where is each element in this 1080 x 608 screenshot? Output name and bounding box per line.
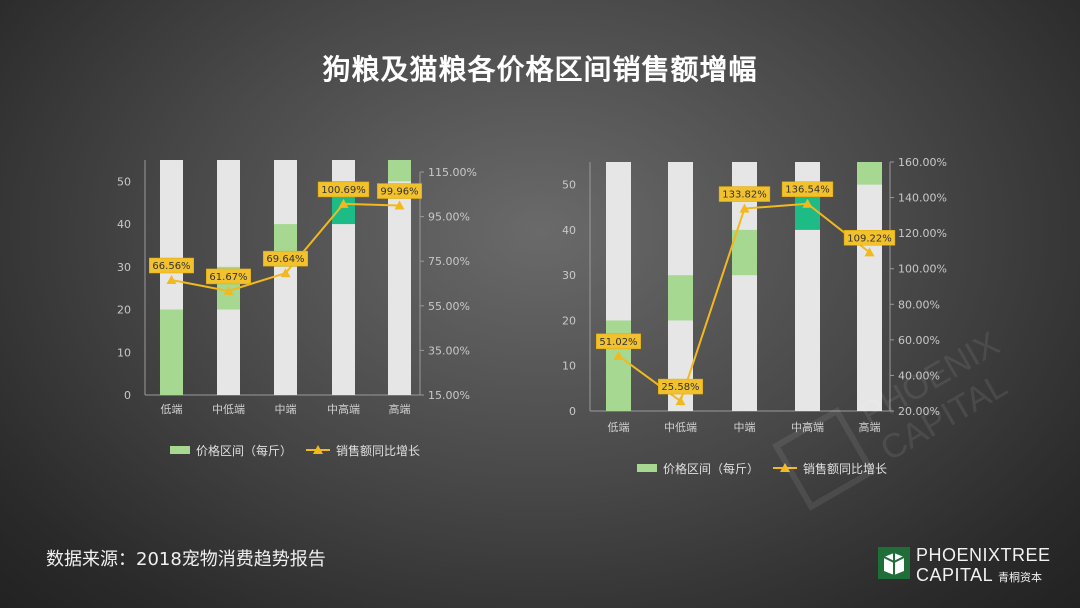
- price-range-bar: [668, 275, 693, 321]
- right-tick-label: 80.00%: [898, 298, 940, 311]
- legend-label-growth: 销售额同比增长: [803, 461, 887, 476]
- data-label-box: [718, 186, 771, 202]
- logo-text-cn: 青桐资本: [998, 571, 1042, 584]
- data-label-box: [377, 183, 422, 199]
- left-tick-label: 30: [562, 269, 576, 282]
- price-range-bar: [160, 309, 183, 395]
- price-range-bar: [388, 160, 411, 182]
- slide-title: 狗粮及猫粮各价格区间销售额增幅: [322, 53, 758, 86]
- category-label: 中高端: [791, 420, 824, 434]
- right-tick-label: 35.00%: [428, 344, 470, 357]
- left-tick-label: 20: [562, 314, 576, 327]
- left-tick-label: 10: [562, 360, 576, 373]
- data-label: 51.02%: [599, 337, 637, 348]
- right-tick-label: 40.00%: [898, 369, 940, 382]
- watermark-logo: PHOENIX CAPITAL: [772, 325, 1014, 511]
- left-tick-label: 50: [562, 179, 576, 192]
- category-label: 低端: [161, 403, 183, 416]
- growth-marker: [166, 275, 177, 285]
- growth-marker: [675, 396, 686, 406]
- right-tick-label: 60.00%: [898, 334, 940, 347]
- right-tick-label: 100.00%: [898, 263, 947, 276]
- left-tick-label: 30: [117, 261, 131, 274]
- bar-track: [388, 160, 411, 395]
- data-label-box: [781, 181, 834, 197]
- bar-track: [274, 160, 297, 395]
- data-label-box: [149, 257, 194, 274]
- right-tick-label: 120.00%: [898, 227, 947, 240]
- bar-track: [732, 162, 757, 411]
- right-tick-label: 115.00%: [428, 166, 477, 179]
- left-tick-label: 50: [117, 175, 131, 188]
- left-tick-label: 0: [124, 389, 131, 402]
- right-tick-label: 95.00%: [428, 211, 470, 224]
- legend-swatch-marker: [313, 445, 323, 454]
- right-tick-label: 55.00%: [428, 300, 470, 313]
- phoenixtree-logo-icon: [878, 547, 910, 579]
- left-tick-label: 10: [117, 346, 131, 359]
- category-label: 中低端: [664, 421, 697, 434]
- category-label: 中高端: [327, 402, 360, 416]
- data-label-box: [206, 268, 251, 285]
- data-label: 66.56%: [152, 261, 190, 272]
- growth-marker: [394, 200, 405, 210]
- growth-marker: [613, 350, 624, 360]
- data-label-box: [263, 250, 308, 267]
- growth-marker: [223, 285, 234, 295]
- legend-swatch-bar: [637, 464, 657, 472]
- left-tick-label: 40: [117, 218, 131, 231]
- category-label: 中低端: [212, 403, 245, 416]
- data-label: 136.54%: [785, 185, 830, 196]
- right-tick-label: 75.00%: [428, 255, 470, 268]
- data-source: 数据来源：2018宠物消费趋势报告: [46, 549, 326, 570]
- category-label: 高端: [859, 420, 881, 434]
- growth-marker: [739, 203, 750, 213]
- growth-marker: [802, 198, 813, 208]
- legend-label-price: 价格区间（每斤）: [663, 461, 759, 476]
- growth-marker: [864, 247, 875, 257]
- left-tick-label: 0: [569, 405, 576, 418]
- left-tick-label: 40: [562, 224, 576, 237]
- data-label: 109.22%: [847, 233, 892, 244]
- data-label: 25.58%: [661, 382, 699, 393]
- data-label: 99.96%: [380, 187, 418, 198]
- data-label: 69.64%: [266, 254, 304, 265]
- growth-marker: [338, 198, 349, 208]
- category-label: 中端: [275, 403, 297, 416]
- data-label-box: [843, 230, 896, 246]
- data-label-box: [596, 333, 641, 350]
- legend-label-price: 价格区间（每斤）: [196, 443, 292, 458]
- legend-swatch-marker: [780, 463, 790, 472]
- right-tick-label: 20.00%: [898, 405, 940, 418]
- category-label: 中端: [734, 421, 756, 434]
- left-tick-label: 20: [117, 304, 131, 317]
- price-range-bar: [732, 229, 757, 276]
- category-label: 高端: [389, 402, 411, 416]
- data-label: 61.67%: [209, 272, 247, 283]
- data-label-box: [317, 181, 370, 198]
- right-tick-label: 15.00%: [428, 389, 470, 402]
- logo-text-line2: CAPITAL: [916, 565, 994, 585]
- company-logo: PHOENIXTREE CAPITAL 青桐资本: [878, 545, 1051, 585]
- bar-track: [857, 162, 882, 411]
- data-label: 100.69%: [321, 185, 366, 196]
- data-label-box: [658, 378, 703, 395]
- growth-marker: [280, 268, 291, 278]
- logo-text-line1: PHOENIXTREE: [916, 545, 1051, 565]
- right-tick-label: 160.00%: [898, 156, 947, 169]
- data-label: 133.82%: [722, 190, 767, 201]
- legend-swatch-bar: [170, 446, 190, 454]
- right-tick-label: 140.00%: [898, 192, 947, 205]
- price-range-bar: [857, 162, 882, 185]
- legend-label-growth: 销售额同比增长: [336, 443, 420, 458]
- category-label: 低端: [608, 421, 630, 434]
